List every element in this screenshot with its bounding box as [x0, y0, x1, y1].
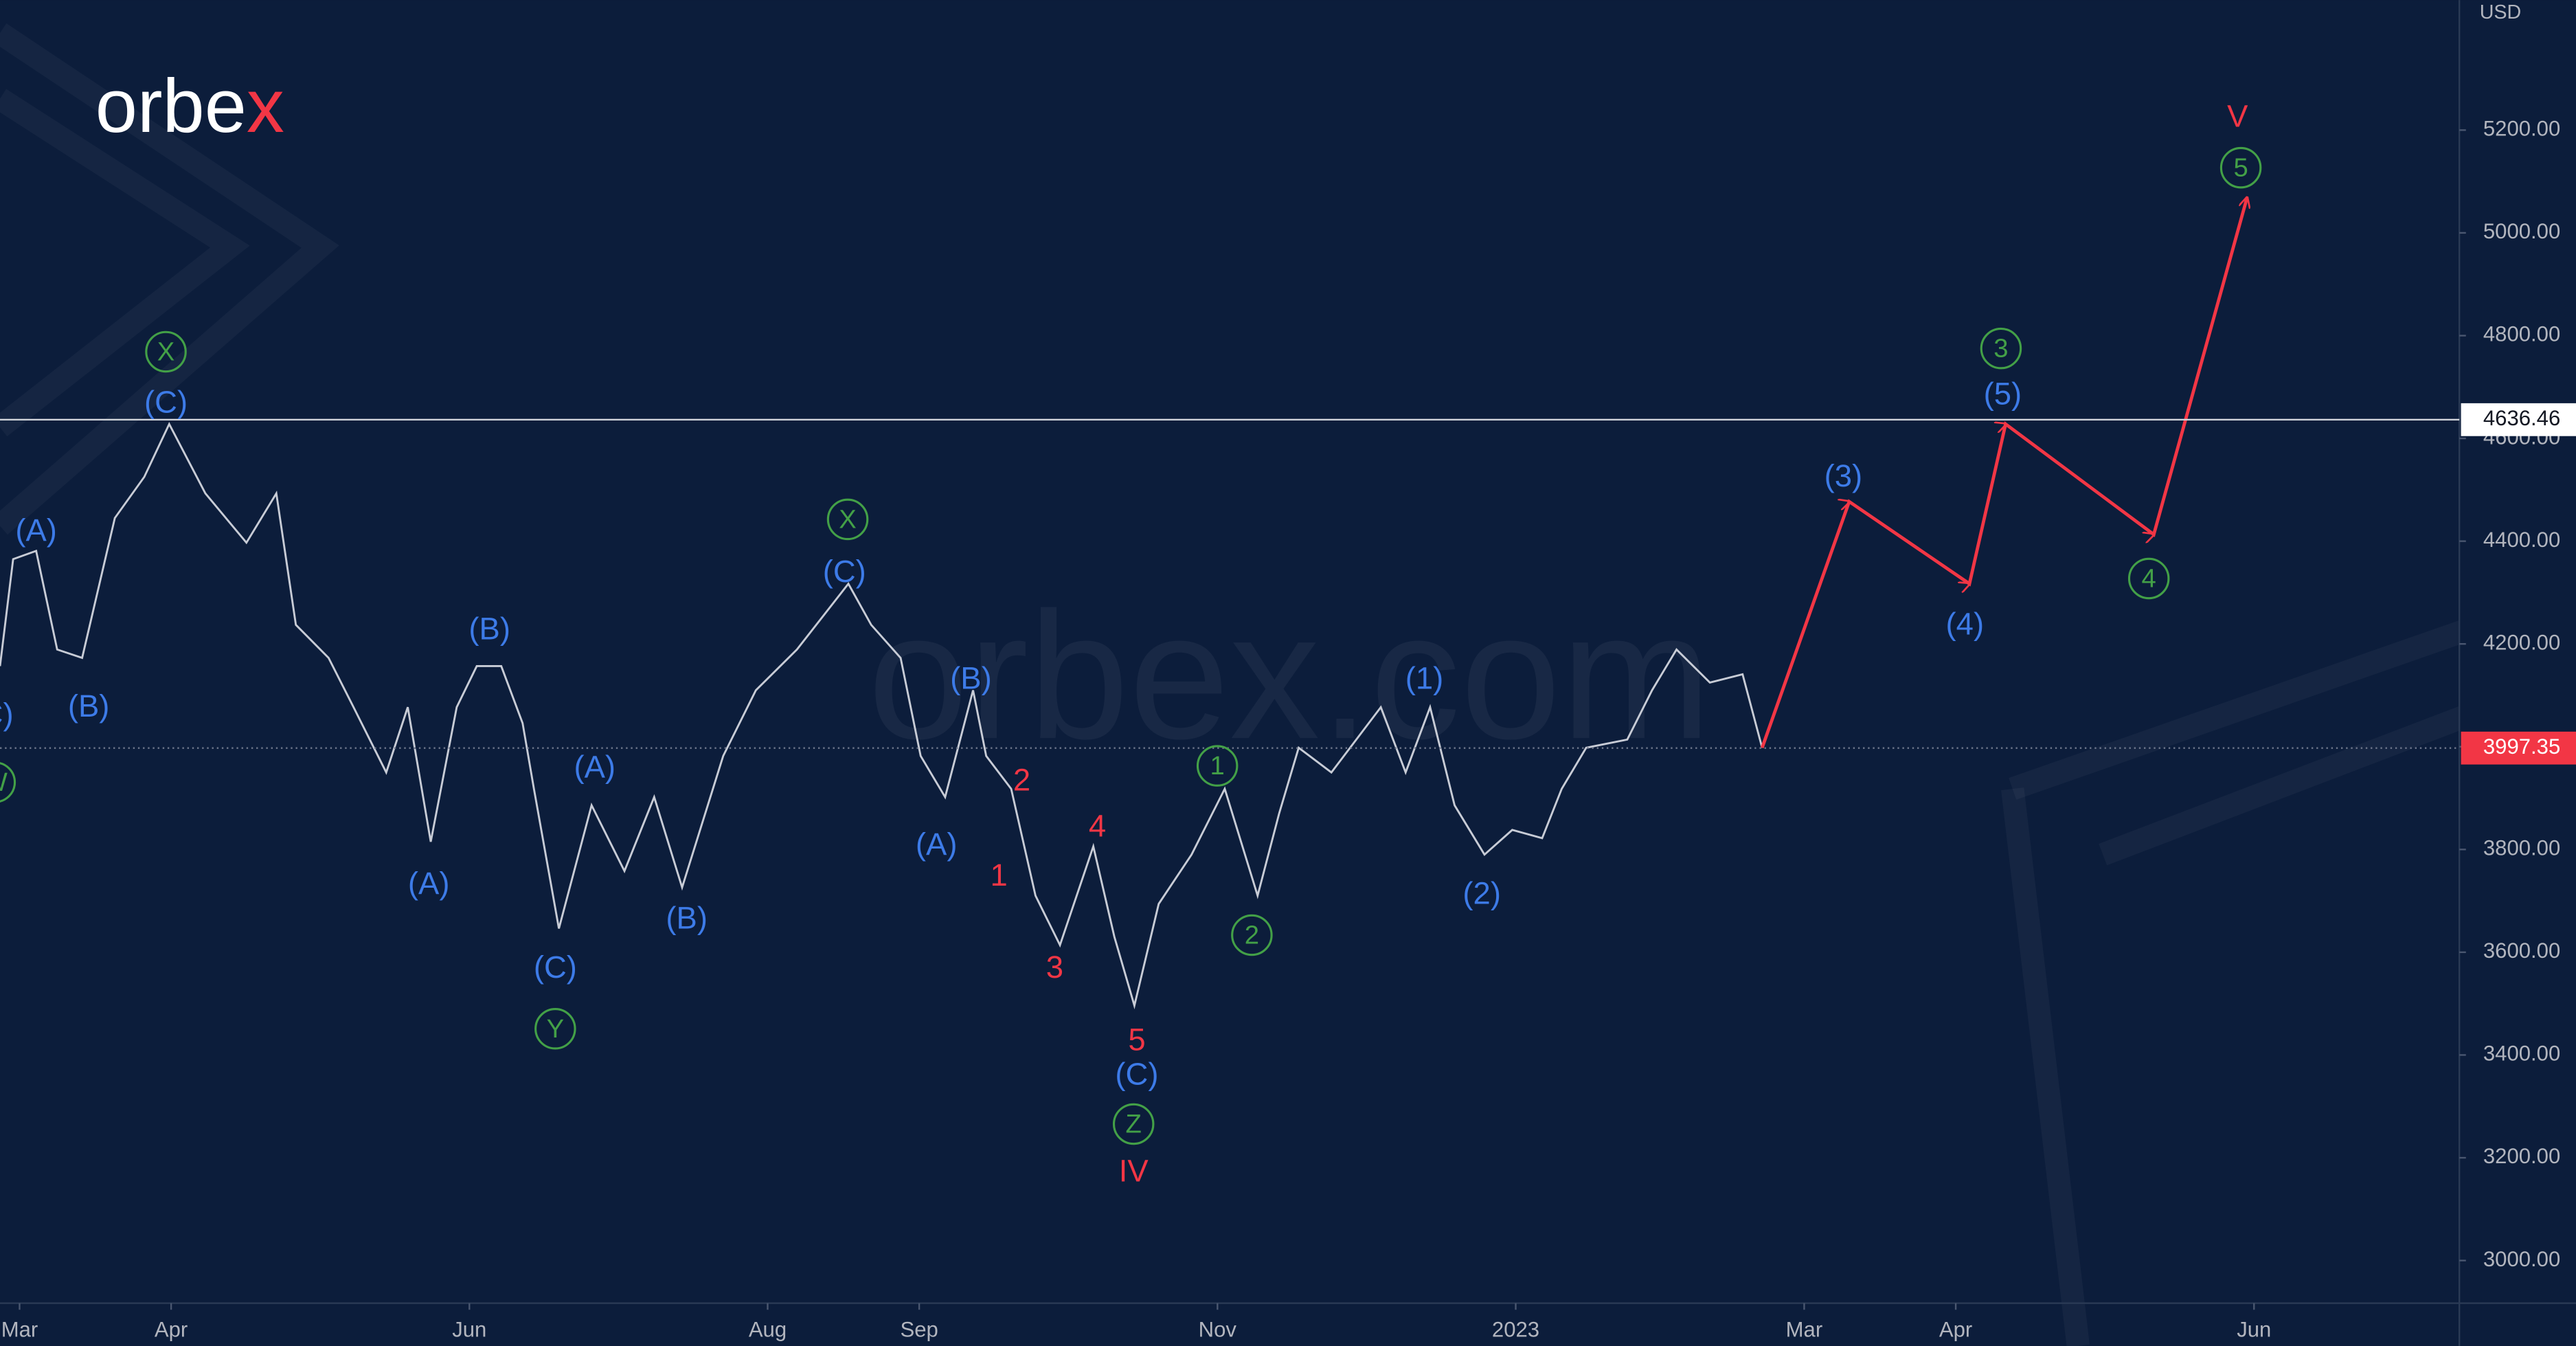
- y-tick-label: 4400.00: [2483, 528, 2560, 552]
- wave-label: (A): [574, 749, 615, 784]
- wave-circle: [1196, 745, 1239, 787]
- y-tick-label: 3000.00: [2483, 1247, 2560, 1271]
- y-tick-label: 4200.00: [2483, 630, 2560, 654]
- level-label: 4636.46: [2483, 406, 2560, 430]
- wave-label: (2): [1462, 876, 1501, 911]
- wave-label: (4): [1946, 606, 1985, 641]
- currency-label: USD: [2480, 1, 2522, 23]
- wave-label: (C): [823, 554, 866, 589]
- price-axis-panel: [2459, 0, 2576, 1346]
- wave-label: 2: [1245, 920, 1259, 950]
- x-tick-label: Sep: [900, 1318, 938, 1342]
- wave-label: (C): [1115, 1057, 1158, 1092]
- wave-label: Z: [1126, 1109, 1142, 1139]
- wave-circle: [2219, 146, 2262, 189]
- wave-label: IV: [1119, 1154, 1149, 1189]
- wave-circle: [1112, 1103, 1155, 1145]
- wave-label: V: [2227, 98, 2248, 133]
- forecast-path: [1760, 197, 2247, 749]
- y-tick-label: 3200.00: [2483, 1144, 2560, 1168]
- watermark: orbex.com: [868, 574, 1711, 776]
- wave-label: (C): [0, 697, 14, 732]
- wave-circle: [145, 330, 187, 373]
- wave-label: 4: [1089, 809, 1106, 844]
- wave-label: (B): [468, 612, 510, 647]
- y-tick-label: 4800.00: [2483, 322, 2560, 346]
- level-label-box: [2461, 403, 2576, 436]
- x-tick-label: Mar: [1, 1318, 38, 1342]
- wave-circle: [1231, 914, 1273, 956]
- wave-label: (3): [1824, 458, 1863, 493]
- wave-label: 5: [1128, 1022, 1145, 1057]
- x-tick-label: Jun: [452, 1318, 486, 1342]
- x-tick-label: Apr: [1939, 1318, 1972, 1342]
- level-label: 3997.35: [2483, 734, 2560, 759]
- wave-circle: [826, 498, 869, 541]
- wave-label: 4: [2142, 563, 2156, 593]
- wave-label: (A): [408, 866, 450, 901]
- wave-label: 3: [1993, 334, 2008, 363]
- x-tick-label: Apr: [155, 1318, 188, 1342]
- wave-label: W: [0, 767, 8, 797]
- wave-label: Y: [547, 1014, 565, 1044]
- x-tick-label: Aug: [749, 1318, 787, 1342]
- y-tick-label: 3600.00: [2483, 939, 2560, 963]
- wave-circle: [0, 762, 16, 803]
- wave-circle: [2127, 557, 2170, 600]
- x-tick-label: Jun: [2237, 1318, 2271, 1342]
- wave-circle: [1980, 327, 2022, 370]
- wave-label: 2: [1013, 763, 1030, 798]
- wave-label: X: [839, 504, 857, 534]
- wave-label: (C): [534, 950, 577, 985]
- y-tick-label: 3800.00: [2483, 836, 2560, 860]
- level-label-box: [2461, 731, 2576, 765]
- y-tick-label: 3400.00: [2483, 1042, 2560, 1066]
- y-tick-label: 5200.00: [2483, 117, 2560, 141]
- wave-label: X: [157, 337, 175, 366]
- wave-label: (A): [15, 513, 57, 548]
- price-line: [0, 421, 1763, 1010]
- wave-label: 1: [990, 857, 1007, 893]
- logo: orbex: [95, 64, 284, 148]
- y-tick-label: 5000.00: [2483, 219, 2560, 243]
- wave-label: 1: [1210, 751, 1225, 781]
- wave-label: (1): [1405, 660, 1444, 695]
- wave-label: (B): [68, 688, 110, 724]
- x-tick-label: Mar: [1786, 1318, 1823, 1342]
- x-tick-label: 2023: [1492, 1318, 1539, 1342]
- wave-circle: [534, 1008, 576, 1050]
- wave-label: (B): [666, 900, 708, 935]
- wave-label: 3: [1046, 950, 1063, 985]
- x-tick-label: Nov: [1199, 1318, 1237, 1342]
- wave-label: (C): [144, 384, 188, 419]
- wave-label: 5: [2233, 153, 2248, 183]
- wave-label: (5): [1984, 377, 2022, 412]
- wave-label: (B): [950, 660, 992, 695]
- wave-label: (A): [916, 827, 958, 862]
